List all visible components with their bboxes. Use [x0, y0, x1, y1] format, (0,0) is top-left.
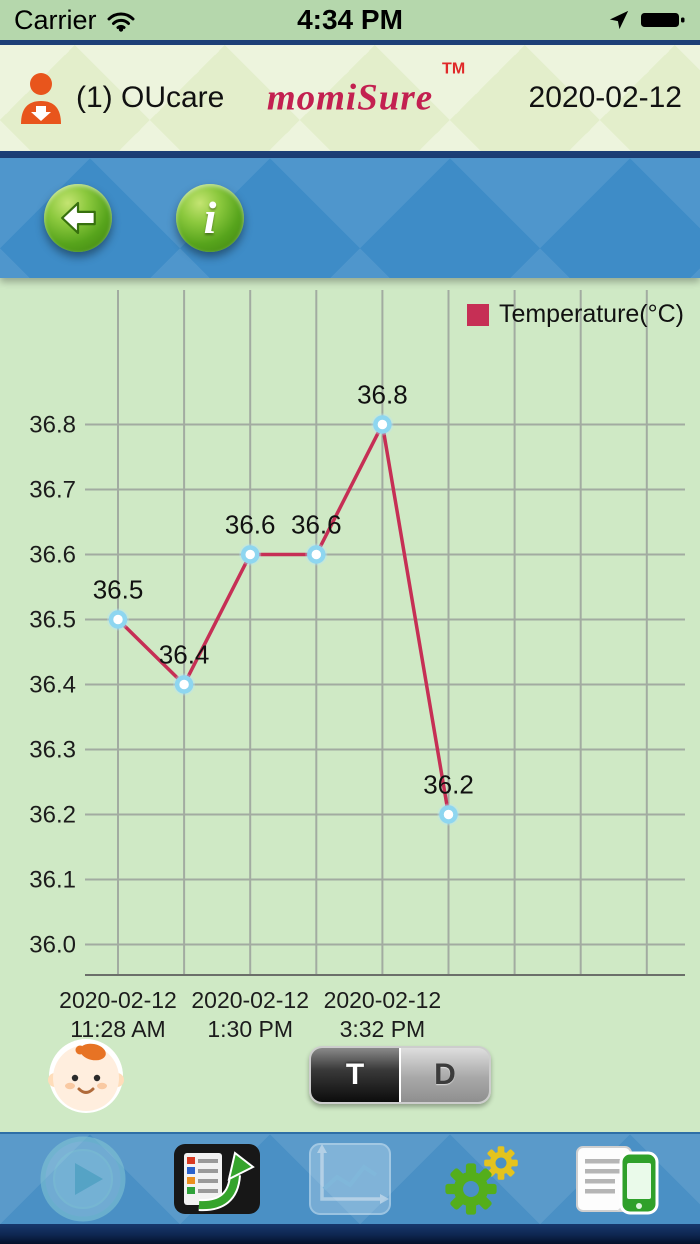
patient-label: (1) OUcare [76, 81, 225, 114]
svg-text:36.4: 36.4 [29, 672, 76, 699]
svg-text:36.6: 36.6 [29, 542, 76, 569]
temperature-chart-section: 36.8 36.7 36.6 36.5 36.4 36.3 36.2 36.1 36.0 2020… [0, 278, 700, 1048]
status-right [608, 9, 686, 31]
svg-text:36.6: 36.6 [225, 510, 276, 540]
settings-gears-icon [435, 1139, 526, 1221]
info-button[interactable]: i [176, 184, 244, 252]
legend-label: Temperature(°C) [498, 300, 684, 328]
user-person-icon[interactable] [18, 71, 64, 125]
svg-text:36.8: 36.8 [357, 380, 408, 410]
status-left: Carrier [14, 5, 136, 36]
trend-chart-icon [308, 1143, 391, 1215]
baby-avatar-icon [48, 1039, 124, 1113]
svg-text:36.7: 36.7 [29, 477, 76, 504]
logo-text: momiSure [266, 77, 434, 119]
device-report-button[interactable] [567, 1136, 667, 1222]
toggle-option-t[interactable]: T [311, 1048, 401, 1102]
play-icon [40, 1136, 126, 1222]
chart-legend: Temperature(°C) [466, 300, 684, 329]
carrier-label: Carrier [14, 4, 97, 35]
svg-text:36.4: 36.4 [159, 640, 210, 670]
svg-text:36.1: 36.1 [29, 867, 76, 894]
report-export-icon [173, 1144, 260, 1214]
play-button[interactable] [33, 1136, 133, 1222]
toggle-option-d[interactable]: D [401, 1048, 489, 1102]
toolbar: i [0, 158, 700, 278]
svg-text:36.5: 36.5 [93, 575, 144, 605]
bottom-nav [0, 1132, 700, 1224]
svg-text:1:30 PM: 1:30 PM [207, 1016, 293, 1042]
svg-text:36.5: 36.5 [29, 607, 76, 634]
svg-text:2020-02-12: 2020-02-12 [59, 987, 177, 1013]
device-report-icon [575, 1146, 659, 1215]
svg-text:3:32 PM: 3:32 PM [340, 1016, 426, 1042]
back-button[interactable] [44, 184, 112, 252]
legend-swatch [466, 303, 489, 326]
svg-text:2020-02-12: 2020-02-12 [191, 987, 309, 1013]
trademark-label: TM [442, 60, 466, 78]
report-export-button[interactable] [167, 1136, 267, 1222]
svg-text:2020-02-12: 2020-02-12 [324, 987, 442, 1013]
baby-avatar[interactable] [48, 1038, 124, 1114]
svg-text:36.0: 36.0 [29, 932, 76, 959]
clock-label: 4:34 PM [297, 4, 403, 35]
settings-button[interactable] [433, 1136, 533, 1222]
temperature-line-chart: 36.8 36.7 36.6 36.5 36.4 36.3 36.2 36.1 36.0 2020… [29, 290, 685, 1042]
header-bar: (1) OUcare momiSure TM 2020-02-12 [0, 40, 700, 158]
app-logo: momiSure TM [266, 61, 465, 120]
view-mode-toggle: T D [309, 1046, 491, 1104]
bottom-strip [0, 1224, 700, 1244]
svg-text:36.3: 36.3 [29, 737, 76, 764]
info-icon: i [203, 192, 217, 243]
svg-text:36.2: 36.2 [29, 802, 76, 829]
trend-chart-button[interactable] [300, 1136, 400, 1222]
back-arrow-icon [61, 201, 96, 235]
wifi-icon [107, 12, 135, 32]
date-label: 2020-02-12 [528, 81, 682, 114]
svg-text:36.6: 36.6 [291, 510, 342, 540]
svg-text:11:28 AM: 11:28 AM [70, 1016, 165, 1042]
status-bar: Carrier 4:34 PM [0, 0, 700, 40]
battery-icon [641, 13, 685, 27]
svg-text:36.2: 36.2 [423, 770, 474, 800]
location-arrow-icon [609, 10, 629, 30]
svg-text:36.8: 36.8 [29, 412, 76, 439]
